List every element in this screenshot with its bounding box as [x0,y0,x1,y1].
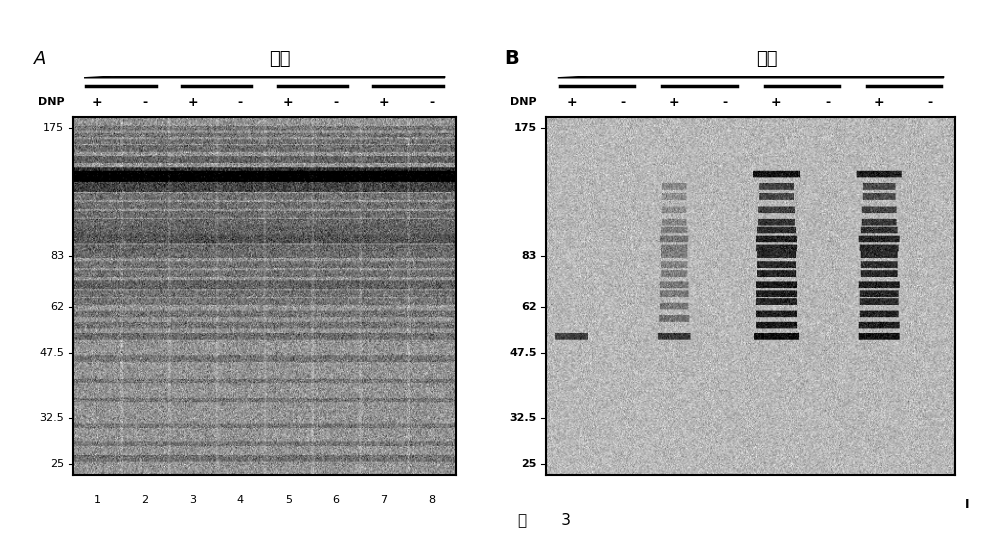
Text: 25: 25 [50,459,64,469]
Polygon shape [84,57,445,78]
Text: DNP: DNP [38,97,64,108]
Text: 图       3: 图 3 [518,512,572,527]
Text: 32.5: 32.5 [510,413,537,424]
Text: 4: 4 [237,495,244,505]
Text: +: + [669,96,679,109]
Text: 5: 5 [285,495,292,505]
Text: B: B [505,49,519,68]
Polygon shape [558,57,944,78]
Text: -: - [927,96,932,109]
Text: 25: 25 [521,459,537,469]
Text: 7: 7 [380,495,388,505]
Text: +: + [566,96,577,109]
Text: 83: 83 [50,252,64,261]
Text: 175: 175 [43,123,64,133]
Text: -: - [334,96,339,109]
Text: 83: 83 [521,252,537,261]
Text: -: - [238,96,243,109]
Text: 62: 62 [50,302,64,312]
Text: 1: 1 [93,495,100,505]
Text: A: A [34,50,47,68]
Text: +: + [92,96,102,109]
Text: 8: 8 [428,495,435,505]
Text: 2: 2 [141,495,148,505]
Text: -: - [142,96,147,109]
Text: +: + [187,96,198,109]
Text: -: - [723,96,728,109]
Text: 衰老: 衰老 [269,50,290,68]
Text: 47.5: 47.5 [40,348,64,358]
Text: 47.5: 47.5 [509,348,537,358]
Text: 衰老: 衰老 [756,50,778,68]
Text: -: - [825,96,830,109]
Text: 32.5: 32.5 [40,413,64,424]
Text: +: + [283,96,294,109]
Text: -: - [429,96,434,109]
Text: I: I [965,498,969,511]
Bar [546,491,955,518]
Text: 6: 6 [333,495,340,505]
Text: 62: 62 [521,302,537,312]
Text: 3: 3 [189,495,196,505]
Text: 175: 175 [514,123,537,133]
Text: +: + [873,96,884,109]
Text: +: + [771,96,782,109]
Text: +: + [379,96,389,109]
Text: -: - [620,96,625,109]
Text: DNP: DNP [510,97,537,108]
